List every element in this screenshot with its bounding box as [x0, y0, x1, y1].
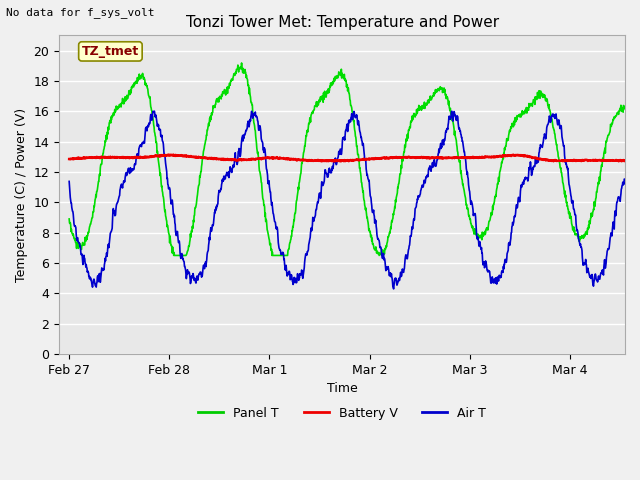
- Title: Tonzi Tower Met: Temperature and Power: Tonzi Tower Met: Temperature and Power: [186, 15, 499, 30]
- Text: TZ_tmet: TZ_tmet: [82, 45, 139, 58]
- X-axis label: Time: Time: [326, 383, 358, 396]
- Legend: Panel T, Battery V, Air T: Panel T, Battery V, Air T: [193, 402, 492, 425]
- Y-axis label: Temperature (C) / Power (V): Temperature (C) / Power (V): [15, 108, 28, 282]
- Text: No data for f_sys_volt: No data for f_sys_volt: [6, 7, 155, 18]
